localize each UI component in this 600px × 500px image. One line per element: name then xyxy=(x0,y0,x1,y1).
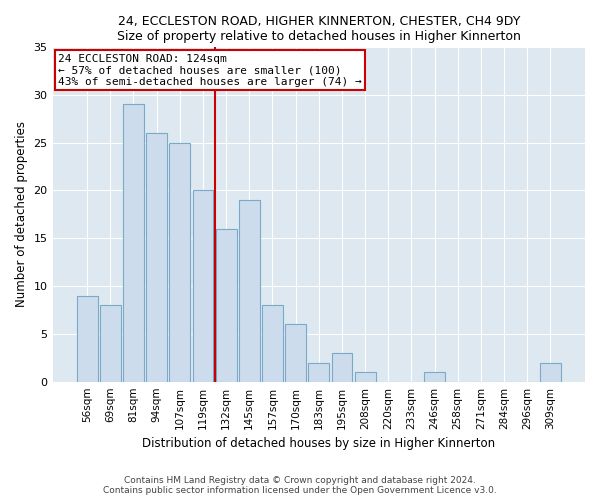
Bar xyxy=(355,372,376,382)
Bar xyxy=(285,324,306,382)
Bar xyxy=(332,353,352,382)
Bar xyxy=(239,200,260,382)
Bar xyxy=(262,305,283,382)
Text: Contains HM Land Registry data © Crown copyright and database right 2024.
Contai: Contains HM Land Registry data © Crown c… xyxy=(103,476,497,495)
Bar xyxy=(146,133,167,382)
Bar xyxy=(540,362,561,382)
Bar xyxy=(424,372,445,382)
Bar xyxy=(123,104,144,382)
Text: 24 ECCLESTON ROAD: 124sqm
← 57% of detached houses are smaller (100)
43% of semi: 24 ECCLESTON ROAD: 124sqm ← 57% of detac… xyxy=(58,54,362,87)
Title: 24, ECCLESTON ROAD, HIGHER KINNERTON, CHESTER, CH4 9DY
Size of property relative: 24, ECCLESTON ROAD, HIGHER KINNERTON, CH… xyxy=(117,15,521,43)
Bar xyxy=(216,228,236,382)
Bar xyxy=(169,142,190,382)
X-axis label: Distribution of detached houses by size in Higher Kinnerton: Distribution of detached houses by size … xyxy=(142,437,496,450)
Bar xyxy=(193,190,214,382)
Bar xyxy=(77,296,98,382)
Y-axis label: Number of detached properties: Number of detached properties xyxy=(15,122,28,308)
Bar xyxy=(100,305,121,382)
Bar xyxy=(308,362,329,382)
